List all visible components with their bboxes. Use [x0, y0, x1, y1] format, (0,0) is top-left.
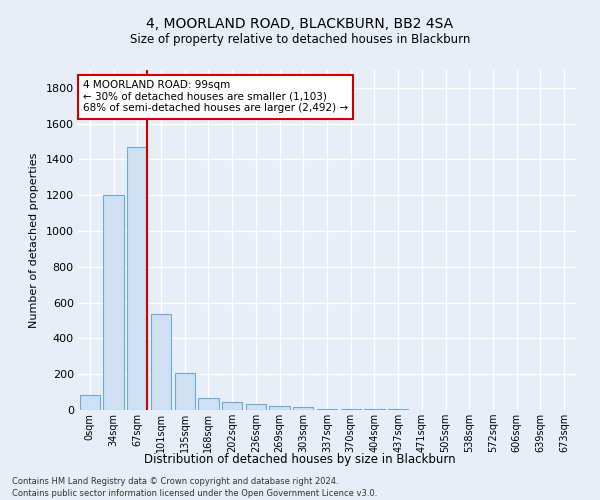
Text: Distribution of detached houses by size in Blackburn: Distribution of detached houses by size …: [144, 452, 456, 466]
Text: 4, MOORLAND ROAD, BLACKBURN, BB2 4SA: 4, MOORLAND ROAD, BLACKBURN, BB2 4SA: [146, 18, 454, 32]
Bar: [222, 402, 242, 410]
Bar: [199, 398, 218, 410]
Bar: [151, 314, 171, 410]
Bar: [103, 196, 124, 410]
Bar: [317, 409, 337, 410]
Bar: [341, 409, 361, 410]
Bar: [127, 147, 148, 410]
Bar: [293, 408, 313, 410]
Text: Contains public sector information licensed under the Open Government Licence v3: Contains public sector information licen…: [12, 489, 377, 498]
Text: Size of property relative to detached houses in Blackburn: Size of property relative to detached ho…: [130, 32, 470, 46]
Y-axis label: Number of detached properties: Number of detached properties: [29, 152, 39, 328]
Bar: [246, 404, 266, 410]
Text: 4 MOORLAND ROAD: 99sqm
← 30% of detached houses are smaller (1,103)
68% of semi-: 4 MOORLAND ROAD: 99sqm ← 30% of detached…: [83, 80, 348, 114]
Bar: [269, 406, 290, 410]
Text: Contains HM Land Registry data © Crown copyright and database right 2024.: Contains HM Land Registry data © Crown c…: [12, 478, 338, 486]
Bar: [175, 374, 195, 410]
Bar: [80, 395, 100, 410]
